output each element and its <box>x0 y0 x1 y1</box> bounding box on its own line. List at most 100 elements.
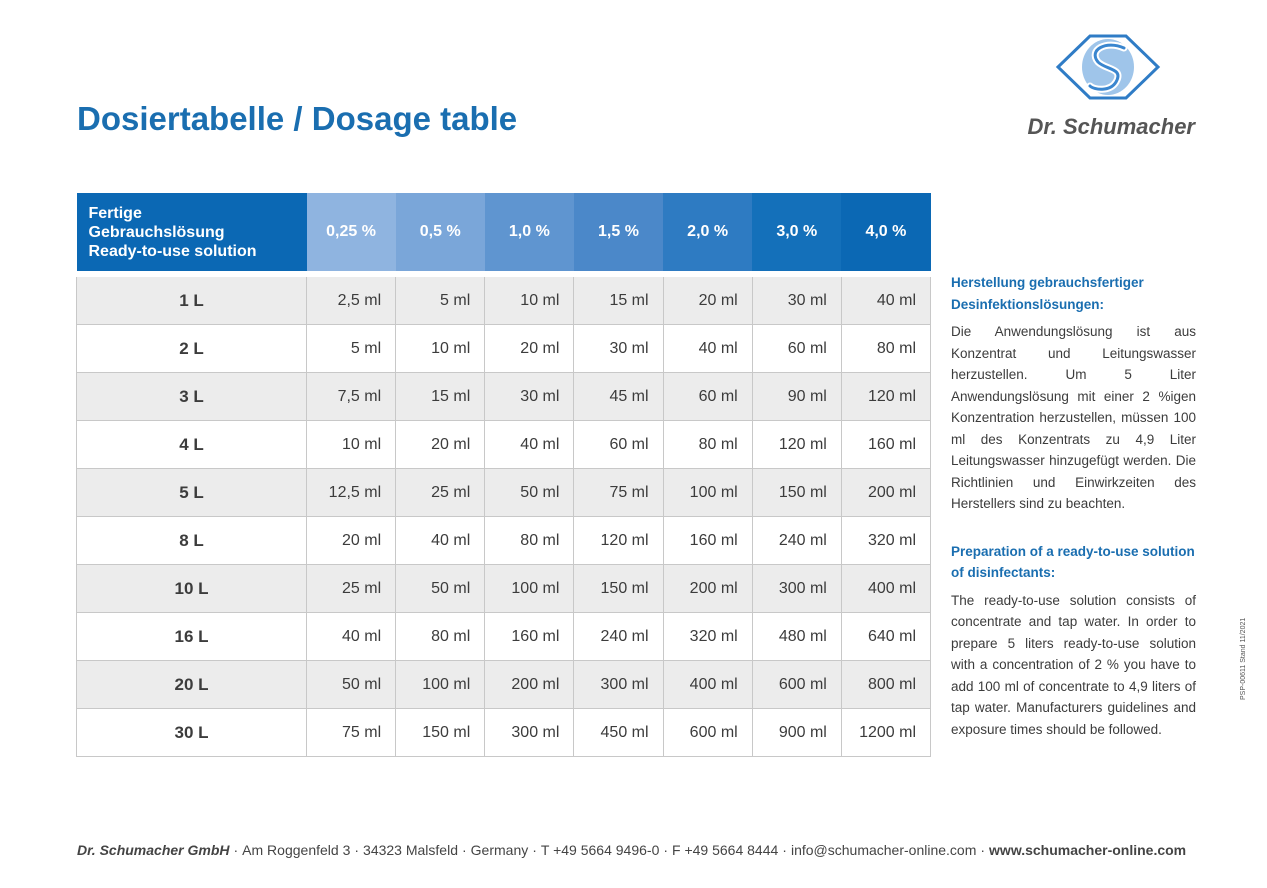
dose-cell: 80 ml <box>395 612 486 661</box>
dose-cell: 240 ml <box>751 516 842 565</box>
row-header-cell: Fertige Gebrauchslösung Ready-to-use sol… <box>76 193 307 277</box>
dose-cell: 120 ml <box>751 420 842 469</box>
dose-cell: 50 ml <box>484 468 575 517</box>
german-text: Die Anwendungslösung ist aus Konzentrat … <box>951 324 1196 511</box>
footer-email[interactable]: info@schumacher-online.com <box>790 842 977 858</box>
table-row: 3 L 7,5 ml 15 ml 30 ml 45 ml 60 ml 90 ml 120 ml <box>76 372 932 421</box>
footer-phone: T +49 5664 9496-0 <box>540 842 660 858</box>
footer-fax: F +49 5664 8444 <box>672 842 779 858</box>
dose-cell: 480 ml <box>751 612 842 661</box>
dose-cell: 160 ml <box>840 420 932 469</box>
dose-cell: 10 ml <box>305 420 397 469</box>
dose-cell: 30 ml <box>573 324 664 373</box>
dose-cell: 12,5 ml <box>305 468 397 517</box>
dose-cell: 25 ml <box>395 468 486 517</box>
dose-cell: 120 ml <box>573 516 664 565</box>
dose-cell: 75 ml <box>305 708 397 757</box>
dose-cell: 60 ml <box>573 420 664 469</box>
dose-cell: 75 ml <box>573 468 664 517</box>
dose-cell: 100 ml <box>662 468 753 517</box>
dose-cell: 640 ml <box>840 612 932 661</box>
table-row: 5 L 12,5 ml 25 ml 50 ml 75 ml 100 ml 150 ml 200… <box>76 468 932 517</box>
table-row: 8 L 20 ml 40 ml 80 ml 120 ml 160 ml 240 ml 320 … <box>76 516 932 565</box>
dose-cell: 300 ml <box>484 708 575 757</box>
dose-cell: 400 ml <box>840 564 932 613</box>
english-text: The ready-to-use solution consists of co… <box>951 592 1196 737</box>
dose-cell: 600 ml <box>662 708 753 757</box>
company-logo: Dr. Schumacher <box>1020 34 1195 144</box>
dose-cell: 15 ml <box>573 273 664 325</box>
volume-cell: 10 L <box>76 564 307 613</box>
row-header-line: Gebrauchslösung <box>88 223 225 241</box>
dose-cell: 900 ml <box>751 708 842 757</box>
german-heading: Herstellung gebrauchsfertiger Desinfekti… <box>951 275 1144 312</box>
dose-cell: 20 ml <box>395 420 486 469</box>
dose-cell: 45 ml <box>573 372 664 421</box>
dose-cell: 7,5 ml <box>305 372 397 421</box>
footer-website[interactable]: www.schumacher-online.com <box>989 842 1187 858</box>
concentration-header: 0,25 % <box>306 193 396 277</box>
footer: Dr. Schumacher GmbH · Am Roggenfeld 3 · 3432… <box>77 842 1187 858</box>
volume-cell: 1 L <box>76 273 307 325</box>
table-row: 1 L 2,5 ml 5 ml 10 ml 15 ml 20 ml 30 ml 40 ml <box>76 273 932 325</box>
dose-cell: 40 ml <box>305 612 397 661</box>
footer-company: Dr. Schumacher GmbH <box>77 842 230 858</box>
concentration-header: 4,0 % <box>841 193 931 277</box>
dose-cell: 300 ml <box>573 660 664 709</box>
footer-city: 34323 Malsfeld <box>363 842 458 858</box>
dose-cell: 320 ml <box>840 516 932 565</box>
table-header-row: Fertige Gebrauchslösung Ready-to-use sol… <box>76 193 931 277</box>
info-sidebar: Herstellung gebrauchsfertiger Desinfekti… <box>951 272 1196 740</box>
dose-cell: 40 ml <box>395 516 486 565</box>
dose-cell: 400 ml <box>662 660 753 709</box>
dose-cell: 5 ml <box>395 273 486 325</box>
dose-cell: 80 ml <box>662 420 753 469</box>
dose-cell: 25 ml <box>305 564 397 613</box>
schumacher-s-logo-icon <box>1055 34 1161 100</box>
dose-cell: 160 ml <box>484 612 575 661</box>
dose-cell: 60 ml <box>751 324 842 373</box>
dose-cell: 600 ml <box>751 660 842 709</box>
dose-cell: 120 ml <box>840 372 932 421</box>
table-row: 30 L 75 ml 150 ml 300 ml 450 ml 600 ml 900 ml 1… <box>76 708 932 757</box>
dose-cell: 15 ml <box>395 372 486 421</box>
row-header-line: Fertige <box>88 204 142 222</box>
concentration-header: 2,0 % <box>663 193 753 277</box>
volume-cell: 5 L <box>76 468 307 517</box>
dose-cell: 200 ml <box>840 468 932 517</box>
volume-cell: 30 L <box>76 708 307 757</box>
footer-address: Am Roggenfeld 3 <box>242 842 351 858</box>
dose-cell: 60 ml <box>662 372 753 421</box>
dose-cell: 100 ml <box>484 564 575 613</box>
dose-cell: 10 ml <box>395 324 486 373</box>
volume-cell: 2 L <box>76 324 307 373</box>
dose-cell: 450 ml <box>573 708 664 757</box>
concentration-header: 1,5 % <box>573 193 664 277</box>
dose-cell: 150 ml <box>573 564 664 613</box>
dose-cell: 80 ml <box>840 324 932 373</box>
dose-cell: 10 ml <box>484 273 575 325</box>
concentration-header: 1,0 % <box>484 193 574 277</box>
dose-cell: 300 ml <box>751 564 842 613</box>
volume-cell: 4 L <box>76 420 307 469</box>
volume-cell: 20 L <box>76 660 307 709</box>
dose-cell: 20 ml <box>305 516 397 565</box>
dose-cell: 2,5 ml <box>305 273 397 325</box>
footer-country: Germany <box>470 842 529 858</box>
concentration-header: 0,5 % <box>395 193 485 277</box>
brand-name: Dr. Schumacher <box>1027 114 1195 139</box>
dose-cell: 40 ml <box>662 324 753 373</box>
document-code: PSP-00611 Stand 11/2021 <box>1240 617 1247 700</box>
dose-cell: 100 ml <box>395 660 486 709</box>
dose-cell: 5 ml <box>305 324 397 373</box>
volume-cell: 16 L <box>76 612 307 661</box>
dose-cell: 240 ml <box>573 612 664 661</box>
table-row: 4 L 10 ml 20 ml 40 ml 60 ml 80 ml 120 ml 160 ml <box>76 420 932 469</box>
dose-cell: 150 ml <box>751 468 842 517</box>
dose-cell: 50 ml <box>395 564 486 613</box>
dose-cell: 150 ml <box>395 708 486 757</box>
dose-cell: 50 ml <box>305 660 397 709</box>
volume-cell: 3 L <box>76 372 307 421</box>
concentration-header: 3,0 % <box>752 193 842 277</box>
dose-cell: 20 ml <box>662 273 753 325</box>
